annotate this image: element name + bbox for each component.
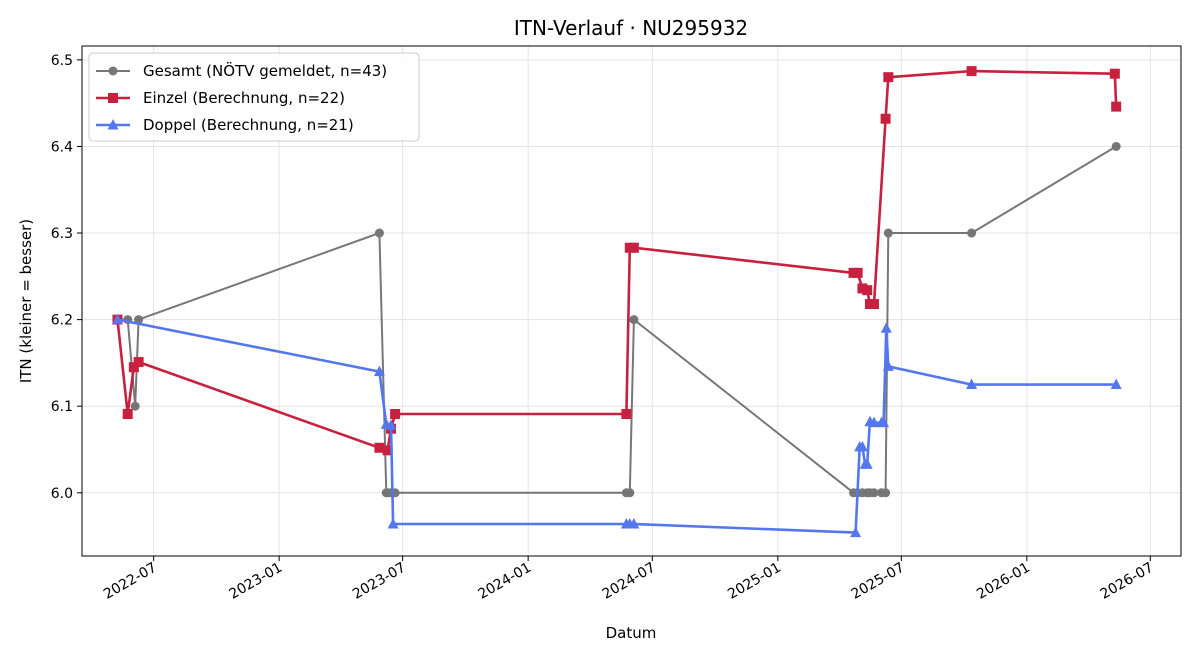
data-point-doppel <box>850 526 862 538</box>
data-point-einzel <box>862 285 873 296</box>
data-point-einzel <box>128 362 139 373</box>
data-point-einzel <box>122 408 133 419</box>
data-point-doppel <box>880 322 892 333</box>
y-axis: 6.0 6.1 6.2 6.3 6.4 6.5 <box>51 53 82 502</box>
legend-entry-doppel <box>96 119 130 130</box>
data-point-gesamt <box>883 228 893 238</box>
chart-title: ITN-Verlauf · NU295932 <box>514 16 748 40</box>
data-point-doppel <box>628 517 640 529</box>
data-point-doppel <box>868 416 880 428</box>
x-tick-label: 2025-01 <box>725 560 784 603</box>
legend-marker <box>108 66 118 76</box>
legend-label: Doppel (Berechnung, n=21) <box>143 116 354 134</box>
data-point-doppel <box>111 313 123 325</box>
legend-frame <box>88 52 420 142</box>
legend: Gesamt (NÖTV gemeldet, n=43) Einzel (Bere… <box>88 52 420 142</box>
y-axis-label: ITN (kleiner = besser) <box>17 219 35 383</box>
y-tick-label: 6.3 <box>51 226 73 242</box>
data-point-doppel <box>385 419 397 430</box>
data-point-doppel <box>878 416 890 428</box>
x-tick-label: 2023-07 <box>350 560 409 603</box>
data-point-doppel <box>861 458 873 469</box>
x-axis-label: Datum <box>606 624 657 642</box>
data-point-gesamt <box>881 488 891 498</box>
data-point-einzel <box>133 357 144 368</box>
x-tick-label: 2025-07 <box>849 560 908 603</box>
x-tick-label: 2026-01 <box>974 560 1033 603</box>
data-point-einzel <box>966 66 977 77</box>
data-point-einzel <box>1109 68 1120 79</box>
data-point-einzel <box>621 408 632 419</box>
data-point-gesamt <box>374 228 384 238</box>
data-point-doppel <box>856 440 868 452</box>
data-point-einzel <box>869 299 880 310</box>
y-tick-label: 6.2 <box>51 313 73 329</box>
data-point-einzel <box>390 408 401 419</box>
data-point-einzel <box>1111 101 1122 112</box>
data-point-doppel <box>373 365 385 377</box>
data-point-gesamt <box>967 228 977 238</box>
data-point-einzel <box>880 113 891 124</box>
legend-entry-einzel <box>96 93 130 103</box>
legend-marker <box>107 119 119 130</box>
series-doppel <box>111 313 1122 538</box>
x-tick-label: 2026-07 <box>1098 560 1157 603</box>
x-axis: 2022-07 2023-01 2023-07 2024-01 2024-07 2025-… <box>101 556 1156 603</box>
legend-entry-gesamt <box>96 66 130 76</box>
x-tick-label: 2024-07 <box>600 560 659 603</box>
x-tick-label: 2023-01 <box>226 560 285 603</box>
legend-label: Einzel (Berechnung, n=22) <box>143 89 345 107</box>
x-tick-label: 2022-07 <box>101 560 160 603</box>
data-point-gesamt <box>130 401 140 411</box>
data-point-doppel <box>387 517 399 529</box>
data-point-doppel <box>1110 378 1122 390</box>
y-tick-label: 6.4 <box>51 139 73 155</box>
series-line-einzel <box>116 69 1118 452</box>
plot-frame <box>81 45 1182 557</box>
series-line-doppel <box>117 318 1117 534</box>
legend-marker <box>108 93 118 103</box>
data-point-gesamt <box>629 315 639 325</box>
y-tick-label: 6.1 <box>51 399 73 415</box>
data-point-einzel <box>852 267 863 278</box>
data-point-einzel <box>374 442 385 453</box>
legend-label: Gesamt (NÖTV gemeldet, n=43) <box>143 61 387 80</box>
data-point-doppel <box>882 360 894 371</box>
data-point-doppel <box>966 378 978 390</box>
y-tick-label: 6.5 <box>51 53 73 69</box>
data-point-gesamt <box>134 315 144 325</box>
x-tick-label: 2024-01 <box>475 560 534 603</box>
y-tick-label: 6.0 <box>51 486 73 502</box>
data-point-gesamt <box>869 488 879 498</box>
data-point-gesamt <box>1111 141 1121 151</box>
data-point-einzel <box>382 445 393 456</box>
data-point-gesamt <box>625 488 635 498</box>
data-point-einzel <box>628 242 639 253</box>
data-point-einzel <box>883 72 894 83</box>
series-layer <box>111 66 1122 538</box>
